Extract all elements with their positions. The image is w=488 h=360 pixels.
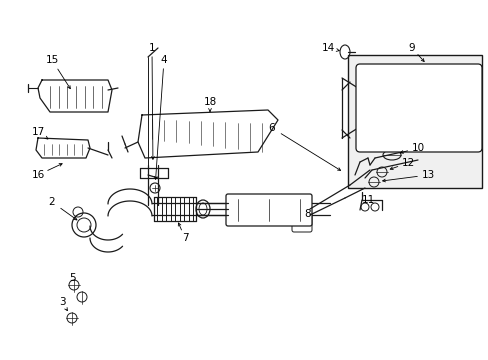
Text: 15: 15: [45, 55, 59, 65]
Text: 7: 7: [182, 233, 188, 243]
FancyBboxPatch shape: [355, 64, 481, 152]
Text: 11: 11: [361, 195, 374, 205]
Text: 6: 6: [268, 123, 275, 133]
Polygon shape: [36, 138, 90, 158]
Polygon shape: [38, 80, 112, 112]
Text: 4: 4: [161, 55, 167, 65]
Text: 1: 1: [148, 43, 155, 53]
Polygon shape: [138, 110, 278, 158]
Text: 17: 17: [31, 127, 44, 137]
Text: 3: 3: [59, 297, 65, 307]
Text: 5: 5: [68, 273, 75, 283]
FancyBboxPatch shape: [291, 212, 311, 232]
Text: 9: 9: [408, 43, 414, 53]
Text: 2: 2: [49, 197, 55, 207]
Text: 13: 13: [421, 170, 434, 180]
Bar: [347, 55, 481, 188]
Circle shape: [72, 213, 96, 237]
Text: 12: 12: [401, 158, 414, 168]
Text: 18: 18: [203, 97, 216, 107]
FancyBboxPatch shape: [225, 194, 311, 226]
Text: 10: 10: [410, 143, 424, 153]
Text: 8: 8: [304, 209, 311, 219]
Text: 16: 16: [31, 170, 44, 180]
Text: 14: 14: [321, 43, 334, 53]
